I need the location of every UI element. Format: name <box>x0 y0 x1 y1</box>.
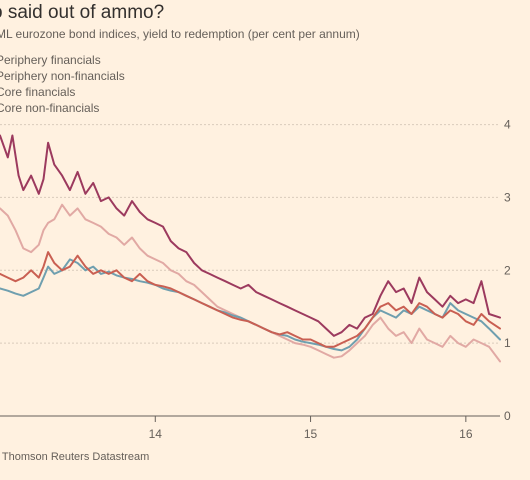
legend-item-periphery-financials: Periphery financials <box>0 53 101 67</box>
series-line-periphery-financials <box>0 134 501 337</box>
series-lines <box>0 134 501 363</box>
legend-item-core-non-financials: Core non-financials <box>0 101 100 115</box>
chart-subtitle: ML eurozone bond indices, yield to redem… <box>0 27 360 41</box>
y-tick-label-4: 4 <box>504 118 511 132</box>
series-line-periphery-non-financials <box>0 251 501 348</box>
y-tick-label-3: 3 <box>504 190 511 204</box>
x-tick-label-15: 15 <box>304 427 318 441</box>
x-tick-label-14: 14 <box>149 427 163 441</box>
source-note: : Thomson Reuters Datastream <box>0 451 150 463</box>
tick-labels: 0 1 2 3 4 14 15 16 <box>149 118 511 441</box>
legend-item-core-financials: Core financials <box>0 85 76 99</box>
series-line-core-financials <box>0 203 501 363</box>
x-axis <box>0 415 500 422</box>
x-tick-label-16: 16 <box>459 427 473 441</box>
y-tick-label-1: 1 <box>504 336 511 350</box>
grid-lines <box>0 124 500 344</box>
legend: Periphery financials Periphery non-finan… <box>0 52 125 116</box>
chart-title: o said out of ammo? <box>0 2 165 23</box>
y-tick-label-0: 0 <box>504 409 511 423</box>
y-tick-label-2: 2 <box>504 263 511 277</box>
legend-item-periphery-non-financials: Periphery non-financials <box>0 69 125 83</box>
